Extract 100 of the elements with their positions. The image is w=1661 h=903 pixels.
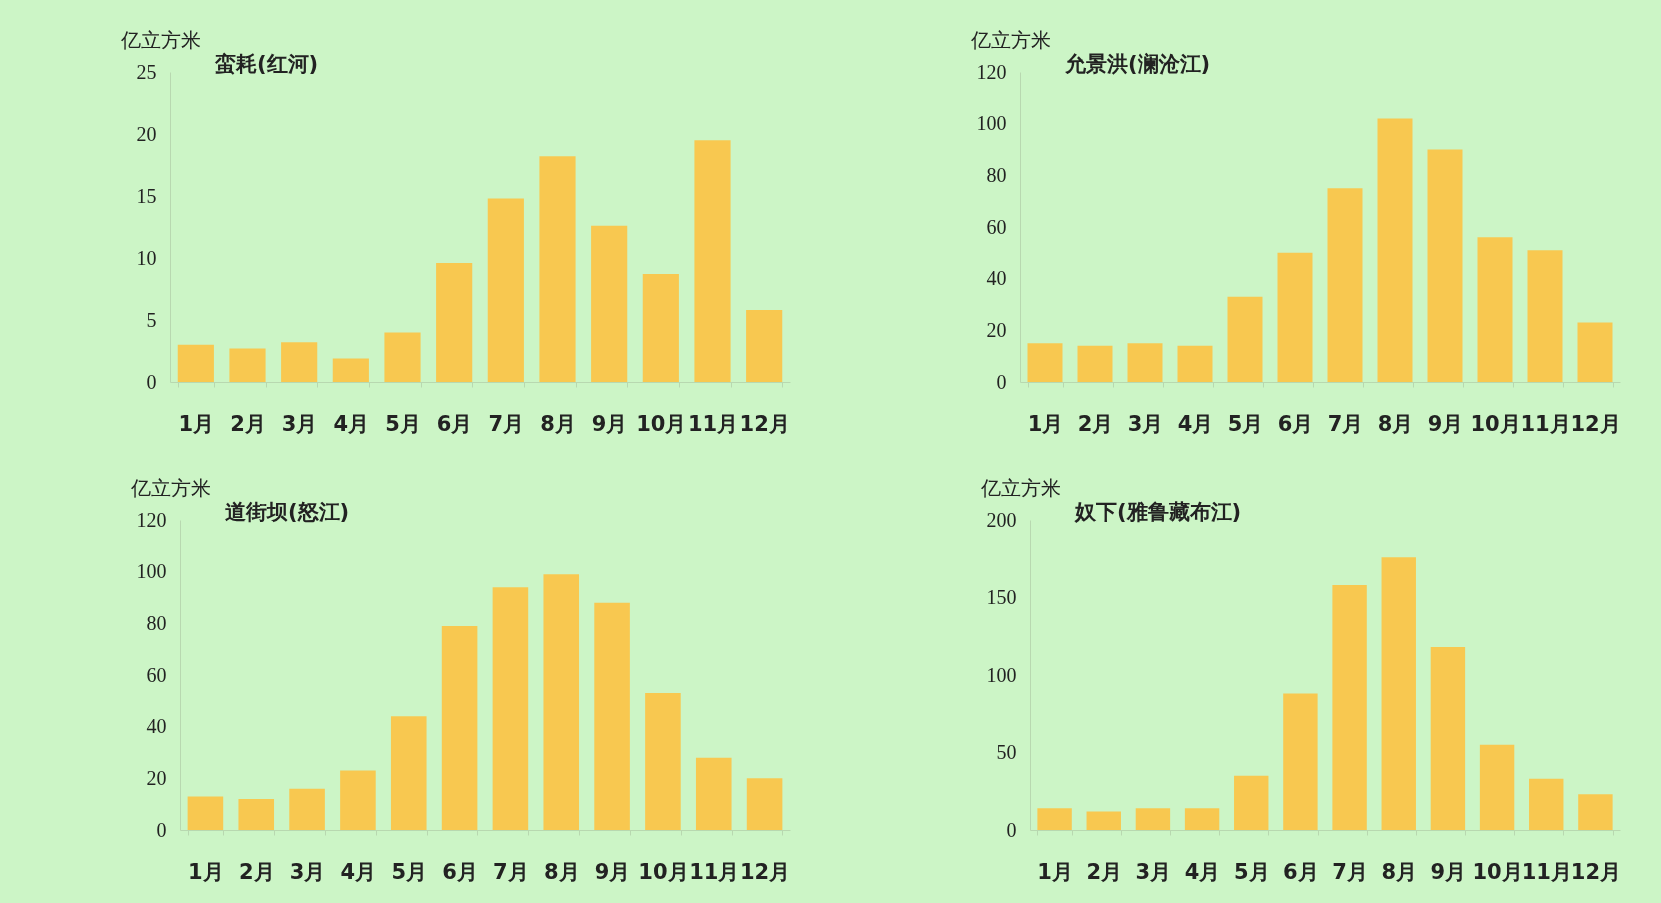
y-tick-label: 0 <box>1006 818 1017 841</box>
x-tick-label: 7月 <box>1327 411 1364 436</box>
x-tick-label: 4月 <box>1184 859 1221 884</box>
bar <box>594 602 630 830</box>
bar <box>1381 557 1416 830</box>
bar <box>1277 252 1313 382</box>
y-tick-label: 120 <box>976 60 1007 83</box>
bar <box>384 332 421 382</box>
y-axis-title: 亿立方米 <box>129 476 211 499</box>
x-tick-label: 10月 <box>638 859 689 884</box>
bar <box>436 262 473 382</box>
bar <box>1234 775 1269 830</box>
bar <box>340 770 376 830</box>
y-tick-label: 15 <box>136 184 157 207</box>
y-tick-label: 80 <box>986 163 1007 186</box>
x-tick-label: 2月 <box>1086 859 1123 884</box>
y-axis-title: 亿立方米 <box>979 476 1061 499</box>
x-tick-label: 1月 <box>178 411 215 436</box>
x-tick-label: 5月 <box>385 411 421 436</box>
x-tick-label: 1月 <box>188 859 224 884</box>
x-tick-label: 5月 <box>1233 859 1270 884</box>
bar <box>1578 794 1613 830</box>
bar <box>1177 345 1213 382</box>
bar <box>1037 808 1072 830</box>
y-tick-label: 10 <box>136 246 157 269</box>
x-tick-label: 9月 <box>1427 411 1464 436</box>
y-tick-label: 120 <box>136 508 167 531</box>
bar <box>1227 296 1263 382</box>
y-tick-label: 20 <box>146 766 167 789</box>
x-tick-label: 1月 <box>1027 411 1064 436</box>
y-tick-label: 25 <box>136 60 157 83</box>
bar <box>1027 343 1063 382</box>
y-tick-label: 0 <box>996 370 1007 393</box>
bar <box>1479 744 1515 830</box>
x-tick-label: 8月 <box>1381 859 1418 884</box>
y-tick-label: 100 <box>986 663 1017 686</box>
x-tick-label: 10月 <box>1472 859 1523 884</box>
bar <box>1427 149 1463 382</box>
bar <box>1477 237 1513 382</box>
bar <box>187 796 224 830</box>
y-tick-label: 50 <box>996 741 1017 763</box>
x-tick-label: 6月 <box>436 411 473 436</box>
bar <box>539 156 576 382</box>
x-tick-label: 12月 <box>1570 411 1621 436</box>
y-tick-label: 200 <box>986 508 1017 531</box>
x-tick-label: 3月 <box>1127 411 1164 436</box>
bar <box>694 140 731 382</box>
y-tick-label: 80 <box>146 611 167 634</box>
bar <box>1527 250 1563 382</box>
y-tick-label: 40 <box>986 267 1007 290</box>
bar <box>177 344 214 382</box>
x-tick-label: 11月 <box>687 411 739 436</box>
x-tick-label: 8月 <box>543 859 580 884</box>
x-tick-label: 8月 <box>1377 411 1414 436</box>
bar <box>1127 343 1163 382</box>
x-tick-label: 12月 <box>1570 859 1622 884</box>
x-tick-label: 11月 <box>1521 859 1572 884</box>
y-tick-label: 60 <box>146 663 167 686</box>
bar <box>238 799 275 830</box>
bar <box>642 274 679 382</box>
x-tick-label: 9月 <box>594 859 631 884</box>
x-tick-label: 6月 <box>442 859 478 884</box>
bar <box>1327 188 1363 382</box>
x-tick-label: 2月 <box>238 859 275 884</box>
bar <box>1430 647 1466 830</box>
x-tick-label: 12月 <box>739 411 790 436</box>
bar <box>1086 811 1121 830</box>
chart-title: 奴下(雅鲁藏布江) <box>1074 500 1242 524</box>
y-tick-label: 20 <box>136 122 157 145</box>
x-tick-label: 9月 <box>1430 859 1467 884</box>
x-tick-label: 7月 <box>488 411 525 436</box>
chart-title: 道街坝(怒江) <box>225 500 350 524</box>
x-tick-label: 3月 <box>1135 859 1172 884</box>
x-tick-label: 12月 <box>739 859 791 884</box>
y-tick-label: 150 <box>986 586 1017 608</box>
y-tick-label: 5 <box>146 308 157 331</box>
x-tick-label: 5月 <box>1227 411 1264 436</box>
y-axis-title: 亿立方米 <box>969 28 1051 51</box>
x-tick-label: 6月 <box>1277 411 1314 436</box>
bar <box>746 310 783 382</box>
bar <box>441 625 478 830</box>
bar <box>1184 808 1220 830</box>
bar <box>1332 585 1367 830</box>
bar <box>492 587 529 830</box>
x-tick-label: 3月 <box>281 411 318 436</box>
y-tick-label: 100 <box>976 112 1007 135</box>
bar <box>1077 345 1113 382</box>
x-tick-label: 11月 <box>1520 411 1571 436</box>
bar <box>289 788 325 830</box>
y-tick-label: 40 <box>146 715 167 738</box>
chart-title: 允景洪(澜沧江) <box>1065 52 1211 76</box>
bar <box>746 778 783 830</box>
x-tick-label: 2月 <box>230 411 266 436</box>
x-tick-label: 2月 <box>1077 411 1114 436</box>
bar <box>1283 693 1318 830</box>
bar <box>1377 118 1413 382</box>
bar <box>695 757 732 830</box>
x-tick-label: 8月 <box>540 411 576 436</box>
x-tick-label: 7月 <box>493 859 529 884</box>
y-tick-label: 100 <box>136 560 167 583</box>
